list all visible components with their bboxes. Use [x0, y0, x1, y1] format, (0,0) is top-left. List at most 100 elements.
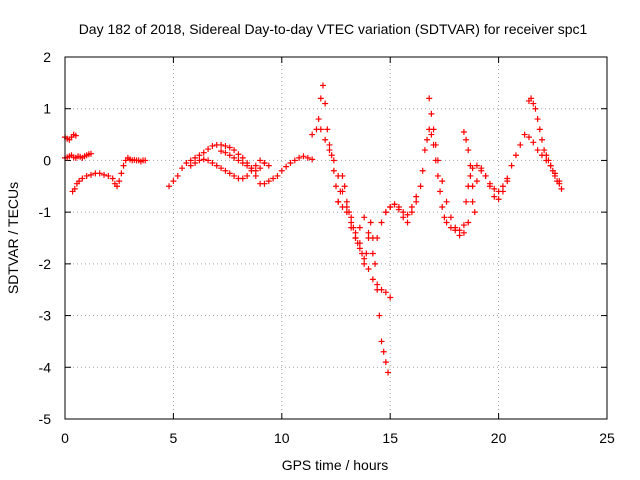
- data-point: [257, 165, 264, 172]
- data-point: [380, 348, 387, 355]
- data-point: [395, 203, 402, 210]
- data-point: [239, 175, 246, 182]
- data-point: [426, 95, 433, 102]
- data-point: [456, 227, 463, 234]
- data-point: [170, 178, 177, 185]
- data-point: [541, 147, 548, 154]
- y-tick-label: -4: [39, 359, 52, 375]
- data-point: [239, 160, 246, 167]
- data-point: [547, 162, 554, 169]
- data-point: [478, 167, 485, 174]
- series-layer: [62, 82, 565, 376]
- data-point: [387, 294, 394, 301]
- data-point: [187, 157, 194, 164]
- data-point: [341, 183, 348, 190]
- data-point: [417, 183, 424, 190]
- data-point: [248, 165, 255, 172]
- series-track-k: [426, 95, 511, 239]
- data-point: [538, 136, 545, 143]
- data-point: [382, 289, 389, 296]
- data-point: [536, 126, 543, 133]
- data-point: [330, 167, 337, 174]
- data-point: [235, 151, 242, 158]
- data-point: [315, 116, 322, 123]
- data-point: [382, 359, 389, 366]
- data-point: [335, 172, 342, 179]
- data-point: [428, 131, 435, 138]
- data-point: [376, 312, 383, 319]
- data-point: [118, 170, 125, 177]
- y-tick-label: -1: [39, 204, 52, 220]
- data-point: [356, 245, 363, 252]
- y-tick-label: 2: [43, 49, 51, 65]
- data-point: [142, 157, 149, 164]
- x-tick-label: 10: [274, 430, 290, 446]
- data-point: [79, 175, 86, 182]
- data-point: [361, 260, 368, 267]
- data-point: [200, 156, 207, 163]
- plot-frame: [64, 56, 608, 420]
- data-point: [447, 214, 454, 221]
- data-point: [200, 149, 207, 156]
- data-point: [252, 167, 259, 174]
- data-point: [434, 172, 441, 179]
- data-point: [372, 260, 379, 267]
- data-point: [343, 198, 350, 205]
- data-point: [532, 105, 539, 112]
- data-point: [222, 149, 229, 156]
- data-point: [385, 369, 392, 376]
- data-point: [378, 338, 385, 345]
- data-point: [348, 224, 355, 231]
- data-point: [486, 183, 493, 190]
- data-point: [317, 126, 324, 133]
- grid-layer: [65, 57, 607, 419]
- data-point: [391, 201, 398, 208]
- x-tick-label: 0: [61, 430, 69, 446]
- data-point: [326, 141, 333, 148]
- y-tick-label: -2: [39, 256, 52, 272]
- data-point: [174, 172, 181, 179]
- data-point: [252, 162, 259, 169]
- data-point: [339, 188, 346, 195]
- data-point: [463, 198, 470, 205]
- data-point: [469, 198, 476, 205]
- series-track-h: [317, 126, 394, 301]
- data-point: [491, 185, 498, 192]
- data-point: [530, 139, 537, 146]
- data-point: [467, 172, 474, 179]
- data-point: [235, 157, 242, 164]
- data-point: [439, 178, 446, 185]
- data-point: [287, 160, 294, 167]
- data-point: [556, 180, 563, 187]
- data-point: [114, 183, 121, 190]
- data-point: [335, 198, 342, 205]
- data-point: [226, 144, 233, 151]
- data-point: [400, 214, 407, 221]
- data-point: [192, 154, 199, 161]
- data-point: [209, 160, 216, 167]
- data-point: [213, 162, 220, 169]
- data-point: [296, 154, 303, 161]
- x-axis-label: GPS time / hours: [282, 457, 389, 473]
- data-point: [83, 172, 90, 179]
- data-point: [231, 147, 238, 154]
- data-point: [374, 281, 381, 288]
- data-point: [549, 167, 556, 174]
- data-point: [116, 178, 123, 185]
- data-point: [452, 224, 459, 231]
- x-tick-label: 25: [599, 430, 615, 446]
- data-point: [521, 131, 528, 138]
- data-point: [413, 193, 420, 200]
- data-point: [218, 165, 225, 172]
- data-point: [348, 219, 355, 226]
- data-point: [558, 185, 565, 192]
- data-point: [456, 232, 463, 239]
- data-point: [528, 95, 535, 102]
- data-point: [328, 152, 335, 159]
- data-point: [467, 162, 474, 169]
- data-point: [278, 167, 285, 174]
- chart-title: Day 182 of 2018, Sidereal Day-to-day VTE…: [79, 21, 588, 37]
- y-tick-label: 0: [43, 152, 51, 168]
- data-point: [352, 235, 359, 241]
